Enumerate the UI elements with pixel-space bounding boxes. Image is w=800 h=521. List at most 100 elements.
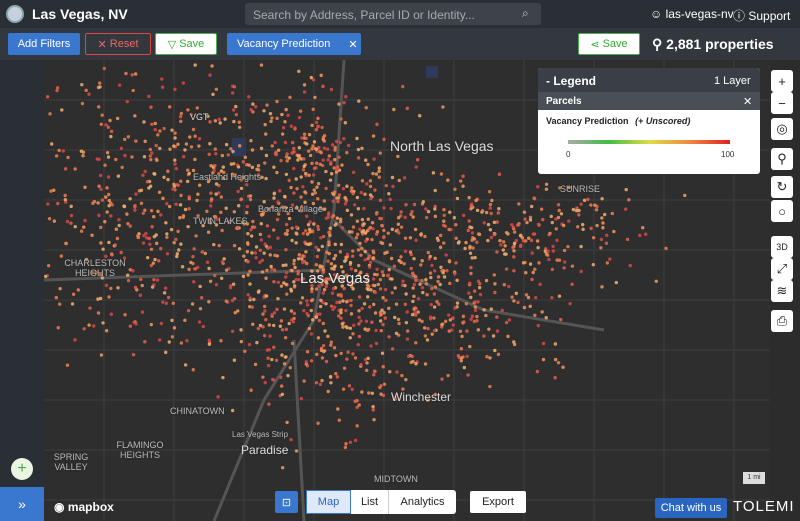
parcel-dot[interactable] [380,241,385,246]
parcel-dot[interactable] [222,176,226,181]
parcel-dot[interactable] [292,166,296,171]
parcel-dot[interactable] [436,238,440,243]
parcel-dot[interactable] [470,314,475,318]
parcel-dot[interactable] [371,283,375,288]
parcel-dot[interactable] [131,88,135,93]
parcel-dot[interactable] [466,373,470,377]
parcel-dot[interactable] [216,395,220,399]
parcel-dot[interactable] [207,342,212,346]
parcel-dot[interactable] [302,132,307,136]
parcel-dot[interactable] [357,322,361,326]
parcel-dot[interactable] [372,157,376,161]
parcel-dot[interactable] [555,258,559,262]
parcel-dot[interactable] [419,263,423,267]
parcel-dot[interactable] [559,317,563,322]
parcel-dot[interactable] [310,276,314,281]
parcel-dot[interactable] [472,237,477,241]
parcel-dot[interactable] [98,81,102,85]
parcel-dot[interactable] [208,142,212,146]
parcel-dot[interactable] [143,139,147,144]
fullscreen[interactable]: ⤢ [771,258,793,280]
parcel-dot[interactable] [381,296,385,300]
parcel-dot[interactable] [453,187,457,192]
parcel-dot[interactable] [251,322,255,326]
parcel-dot[interactable] [46,263,51,268]
parcel-dot[interactable] [536,222,541,226]
parcel-dot[interactable] [487,327,491,331]
parcel-dot[interactable] [493,348,497,353]
parcel-dot[interactable] [55,86,60,90]
parcel-dot[interactable] [170,318,174,323]
parcel-dot[interactable] [381,322,385,327]
parcel-dot[interactable] [404,377,408,382]
parcel-dot[interactable] [368,179,373,183]
parcel-dot[interactable] [396,154,400,159]
parcel-dot[interactable] [232,296,237,301]
parcel-dot[interactable] [277,189,282,193]
parcel-dot[interactable] [460,334,464,339]
parcel-dot[interactable] [242,254,246,258]
parcel-dot[interactable] [546,249,550,254]
parcel-dot[interactable] [227,220,231,225]
parcel-dot[interactable] [612,229,616,234]
parcel-dot[interactable] [516,223,520,227]
parcel-dot[interactable] [161,196,165,201]
parcel-dot[interactable] [221,375,225,380]
parcel-dot[interactable] [94,270,98,274]
parcel-dot[interactable] [56,201,60,206]
parcel-dot[interactable] [343,121,348,125]
parcel-dot[interactable] [122,256,127,260]
parcel-dot[interactable] [214,182,219,186]
parcel-dot[interactable] [54,295,59,300]
parcel-dot[interactable] [305,261,309,266]
parcel-dot[interactable] [334,353,338,358]
parcel-dot[interactable] [219,210,223,215]
parcel-dot[interactable] [213,147,218,151]
parcel-dot[interactable] [193,134,197,138]
parcel-dot[interactable] [357,403,361,407]
parcel-dot[interactable] [346,143,351,148]
parcel-dot[interactable] [308,230,312,234]
parcel-dot[interactable] [197,183,202,187]
parcel-dot[interactable] [344,274,348,278]
parcel-dot[interactable] [440,269,444,273]
parcel-dot[interactable] [165,202,169,206]
parcel-dot[interactable] [464,240,468,245]
parcel-dot[interactable] [558,186,562,190]
parcel-dot[interactable] [525,220,529,225]
parcel-dot[interactable] [224,299,229,303]
parcel-dot[interactable] [385,250,389,255]
parcel-dot[interactable] [342,137,346,141]
parcel-dot[interactable] [230,329,235,333]
parcel-dot[interactable] [411,271,415,275]
parcel-dot[interactable] [383,287,388,292]
parcel-dot[interactable] [305,350,310,354]
parcel-dot[interactable] [284,107,288,112]
parcel-dot[interactable] [436,279,440,284]
parcel-dot[interactable] [579,244,583,249]
parcel-dot[interactable] [369,196,373,201]
parcel-dot[interactable] [390,175,395,180]
parcel-dot[interactable] [341,299,345,303]
parcel-dot[interactable] [321,321,326,326]
parcel-dot[interactable] [139,201,144,206]
parcel-dot[interactable] [387,306,391,311]
parcel-dot[interactable] [100,198,105,202]
parcel-dot[interactable] [309,359,314,363]
parcel-dot[interactable] [443,224,448,228]
parcel-dot[interactable] [156,133,160,137]
parcel-dot[interactable] [388,243,393,247]
parcel-dot[interactable] [477,285,482,290]
route[interactable]: ⚲ [771,148,793,170]
parcel-dot[interactable] [255,340,259,345]
parcel-dot[interactable] [265,348,270,352]
parcel-dot[interactable] [317,318,322,323]
parcel-dot[interactable] [171,187,175,191]
parcel-dot[interactable] [433,285,438,289]
parcel-dot[interactable] [191,254,195,259]
parcel-dot[interactable] [601,221,605,225]
parcel-dot[interactable] [191,368,195,372]
parcel-dot[interactable] [380,224,384,228]
parcel-dot[interactable] [456,353,461,358]
parcel-dot[interactable] [363,249,367,254]
